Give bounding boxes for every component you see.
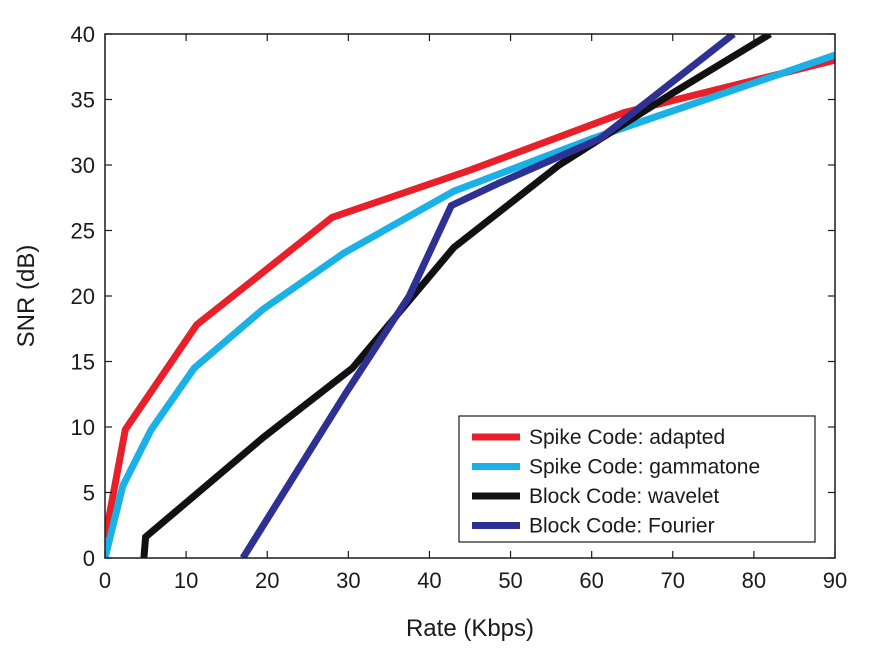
series-line-1 [105,56,835,540]
y-tick-label: 5 [83,481,95,506]
y-tick-label: 20 [71,284,95,309]
legend-label-4: Block Code: Fourier [529,515,715,538]
y-axis-title: SNR (dB) [13,245,40,348]
series-line-4 [239,34,736,558]
x-tick-label: 60 [579,568,603,593]
legend-label-2: Spike Code: gammatone [529,456,760,479]
y-tick-label: 15 [71,350,95,375]
x-axis-title: Rate (Kbps) [406,615,534,642]
y-tick-label: 40 [71,22,95,47]
legend-label-1: Spike Code: adapted [529,426,725,449]
x-tick-label: 50 [498,568,522,593]
x-tick-label: 80 [742,568,766,593]
y-tick-label: 10 [71,415,95,440]
legend-label-3: Block Code: wavelet [529,485,719,508]
x-tick-label: 90 [823,568,847,593]
x-tick-label: 10 [174,568,198,593]
x-tick-label: 70 [661,568,685,593]
x-tick-label: 0 [99,568,111,593]
tick-layer: 0 10 20 30 40 50 60 70 80 90 0 5 10 15 20 25 30 35 40 [71,22,848,593]
y-tick-label: 30 [71,153,95,178]
legend: Spike Code: adapted Spike Code: gammatone… [458,415,816,543]
y-tick-label: 25 [71,219,95,244]
x-tick-label: 30 [336,568,360,593]
x-tick-label: 20 [255,568,279,593]
y-tick-label: 0 [83,546,95,571]
series-layer [105,34,835,558]
series-line-2 [105,51,835,558]
y-tick-label: 35 [71,88,95,113]
legend-items: Spike Code: adapted Spike Code: gammatone… [472,426,760,538]
x-tick-label: 40 [417,568,441,593]
